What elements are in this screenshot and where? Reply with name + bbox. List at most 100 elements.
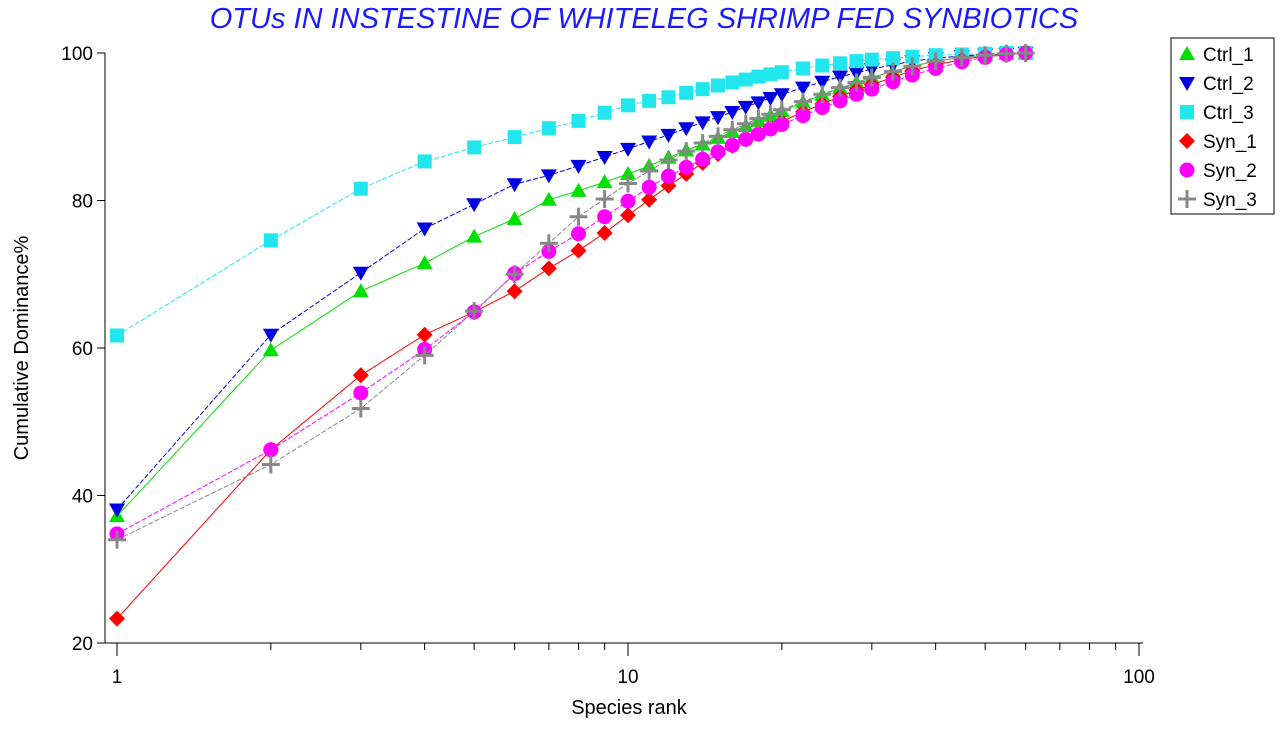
legend-label: Ctrl_3 — [1203, 103, 1254, 124]
data-point — [659, 150, 678, 169]
legend-label: Ctrl_1 — [1203, 45, 1254, 66]
data-point — [620, 207, 636, 224]
legend-label: Syn_1 — [1203, 132, 1257, 153]
data-point — [596, 150, 613, 165]
data-point — [641, 135, 658, 150]
y-tick-label: 20 — [72, 634, 93, 655]
data-point — [353, 385, 369, 401]
data-point — [570, 182, 587, 197]
data-point — [570, 159, 587, 174]
data-point — [465, 302, 484, 321]
data-point — [640, 162, 659, 180]
data-point — [353, 181, 368, 196]
series-ctrl-3 — [110, 46, 1033, 343]
legend-marker — [1179, 133, 1195, 149]
data-point — [751, 69, 766, 84]
legend-marker — [1179, 77, 1195, 91]
data-point — [641, 191, 658, 208]
data-point — [763, 67, 778, 82]
data-point — [541, 121, 556, 136]
data-point — [905, 49, 920, 64]
y-axis-ticks: 20 40 60 80 100 — [61, 44, 105, 655]
data-point — [263, 442, 279, 458]
data-point — [710, 78, 725, 93]
data-point — [864, 81, 880, 97]
data-point — [677, 142, 696, 161]
data-point — [833, 56, 848, 71]
data-point — [864, 52, 879, 67]
data-point — [417, 154, 432, 169]
data-point — [976, 46, 995, 65]
data-point — [815, 58, 830, 73]
legend-label: Syn_3 — [1203, 190, 1257, 211]
data-point — [506, 178, 523, 193]
data-point — [571, 113, 586, 128]
data-point — [416, 222, 433, 237]
data-point — [831, 78, 850, 97]
series-ctrl-2 — [109, 47, 1034, 518]
legend: Ctrl_1 Ctrl_2 Ctrl_3 Syn_1 Syn_2 Syn_3 — [1170, 37, 1275, 215]
data-point — [885, 51, 900, 66]
y-tick-label: 80 — [72, 192, 93, 213]
data-point — [750, 96, 767, 111]
x-tick-label: 10 — [617, 667, 638, 688]
data-point — [620, 142, 636, 157]
data-point — [108, 530, 126, 549]
data-point — [738, 72, 753, 87]
data-point — [750, 126, 766, 142]
chart-title: OTUs IN INSTESTINE OF WHITELEG SHRIMP FE… — [210, 3, 1079, 35]
data-point — [570, 226, 586, 242]
data-point — [109, 610, 125, 627]
data-point — [539, 234, 558, 253]
data-point — [596, 174, 613, 189]
data-point — [620, 165, 636, 180]
data-point — [351, 399, 370, 418]
data-point — [793, 92, 812, 111]
data-point — [352, 367, 369, 384]
data-point — [847, 73, 866, 92]
data-point — [794, 81, 811, 96]
data-point — [596, 224, 613, 241]
data-point — [737, 100, 754, 115]
data-point — [540, 169, 557, 184]
data-point — [505, 265, 524, 284]
data-point — [724, 106, 741, 120]
legend-box — [1170, 37, 1275, 215]
data-point — [619, 174, 637, 193]
legend-marker — [1180, 105, 1194, 119]
series-syn-1 — [109, 45, 1034, 627]
data-point — [903, 57, 922, 76]
data-point — [694, 116, 711, 131]
data-point — [620, 193, 636, 209]
data-point — [110, 328, 124, 343]
data-point — [795, 61, 810, 76]
data-point — [738, 131, 754, 147]
data-point — [467, 140, 482, 155]
data-point — [814, 100, 830, 116]
data-point — [848, 86, 864, 102]
data-point — [262, 342, 279, 357]
legend-label: Ctrl_2 — [1203, 74, 1254, 95]
data-point — [661, 90, 676, 105]
data-point — [466, 198, 483, 213]
legend-label: Syn_2 — [1203, 161, 1257, 182]
data-point — [795, 108, 811, 124]
series-ctrl-1 — [109, 45, 1034, 523]
data-point — [262, 328, 279, 343]
data-point — [506, 283, 523, 300]
data-point — [352, 283, 369, 298]
data-point — [261, 455, 280, 474]
data-point — [506, 210, 523, 225]
plot-area — [108, 44, 1035, 627]
legend-marker — [1179, 46, 1195, 60]
data-point — [693, 133, 712, 152]
data-point — [263, 233, 278, 248]
data-point — [885, 74, 901, 90]
data-point — [641, 179, 657, 195]
series-line — [116, 52, 1026, 535]
data-point — [621, 98, 635, 113]
data-point — [540, 260, 557, 277]
data-point — [724, 137, 740, 153]
data-point — [507, 130, 522, 145]
